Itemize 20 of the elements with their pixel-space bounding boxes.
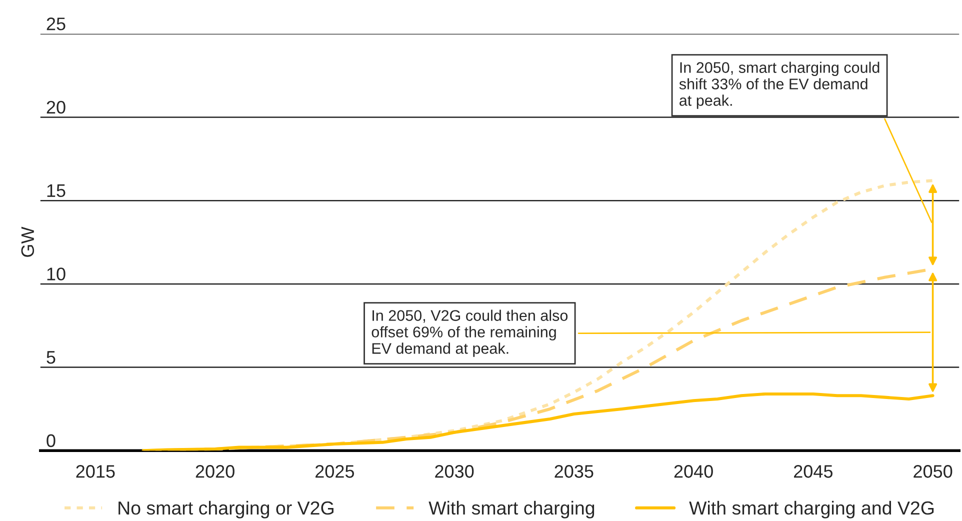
y-tick-label: 10: [47, 268, 66, 280]
x-tick-label: 2045: [794, 465, 832, 478]
annotation: In 2050, smart charging could shift 33% of the EV demand at peak.: [679, 62, 880, 109]
x-tick-label: 2050: [914, 465, 952, 478]
y-tick-label: 25: [46, 18, 66, 30]
y-tick-label: 5: [46, 351, 56, 364]
x-tick-label: 2030: [435, 465, 474, 478]
x-tick-label: 2035: [554, 465, 594, 478]
y-tick-label: 15: [47, 184, 66, 198]
x-tick-label: 2015: [76, 465, 115, 478]
legend-label: With smart charging: [428, 500, 594, 518]
x-tick-label: 2020: [196, 465, 234, 478]
annotation: In 2050, V2G could then also offset 69% of the remaining EV demand at peak.: [372, 310, 568, 357]
legend-label: No smart charging or V2G: [118, 500, 334, 518]
y-axis-title: GW: [21, 226, 34, 257]
legend-label: With smart charging and V2G: [689, 500, 934, 518]
x-tick-label: 2025: [316, 465, 354, 478]
y-tick-label: 0: [46, 434, 56, 448]
x-tick-label: 2040: [674, 465, 713, 478]
y-tick-label: 20: [46, 100, 66, 114]
